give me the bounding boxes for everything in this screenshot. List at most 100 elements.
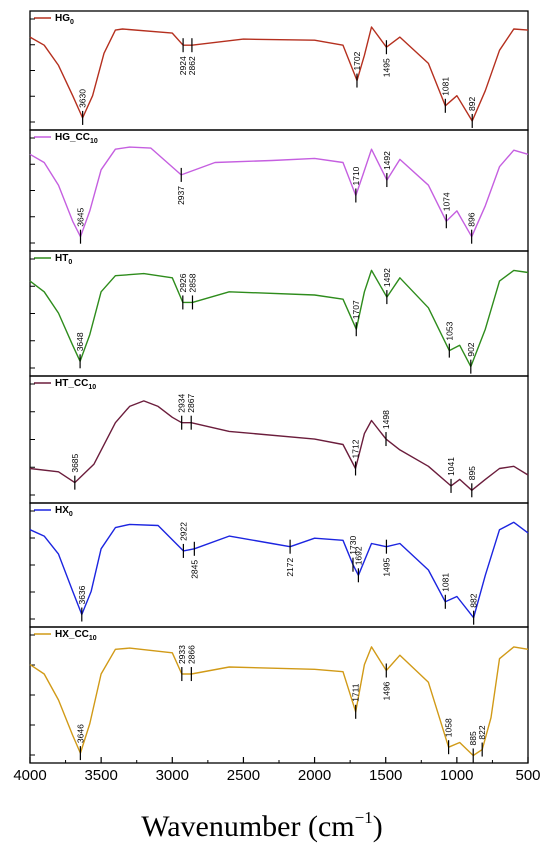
series-line (29, 521, 529, 619)
peak-label: 2937 (176, 186, 186, 205)
peak-label: 1058 (444, 718, 454, 737)
peak-label: 1053 (444, 321, 454, 340)
legend-label-subscript: 10 (90, 138, 98, 145)
peak-label: 1702 (352, 51, 362, 70)
legend-label-subscript: 0 (69, 511, 73, 518)
peak-label: 3630 (78, 89, 88, 108)
peak-label: 2172 (285, 557, 295, 576)
peak-label: 2862 (187, 56, 197, 75)
peak-label: 1081 (440, 77, 450, 96)
peak-label: 896 (467, 212, 477, 226)
legend-label-base: HT_CC (55, 378, 88, 389)
peak-label: 3646 (75, 724, 85, 743)
x-axis-title: Wavenumber (cm−1) (141, 808, 382, 843)
peak-label: 2933 (177, 645, 187, 664)
peak-label: 892 (467, 96, 477, 110)
legend-label: HT0 (55, 253, 72, 266)
legend: HT_CC10 (34, 378, 96, 391)
legend: HT0 (34, 253, 72, 266)
x-tick-label: 4000 (13, 767, 46, 784)
peak-label: 2934 (177, 394, 187, 413)
peak-label: 1498 (381, 410, 391, 429)
legend-label: HT_CC10 (55, 378, 96, 391)
peak-label: 3648 (75, 332, 85, 351)
panel-2: 3645 2937 1710 1492 1074 896 HG_CC10 (29, 129, 529, 252)
peak-label: 2866 (186, 645, 196, 664)
peak-label: 2926 (178, 273, 188, 292)
peak-label: 1041 (446, 457, 456, 476)
x-axis-title-superscript: −1 (355, 808, 373, 827)
peak-label: 1495 (381, 557, 391, 576)
legend-label-subscript: 0 (70, 19, 74, 26)
x-tick-label: 3000 (156, 767, 189, 784)
legend: HG_CC10 (34, 132, 98, 145)
peak-label: 1495 (381, 58, 391, 77)
legend-label-base: HX_CC (55, 629, 89, 640)
panel-frame (29, 502, 529, 628)
legend-label-base: HT (55, 253, 68, 264)
legend-label-subscript: 10 (88, 384, 96, 391)
x-tick-label: 1500 (369, 767, 402, 784)
panel-frame (29, 10, 529, 131)
legend-label-base: HG_CC (55, 132, 90, 143)
peak-label: 885 (468, 731, 478, 745)
peak-label: 1492 (382, 151, 392, 170)
peak-label: 2924 (178, 56, 188, 75)
peak-label: 1081 (440, 573, 450, 592)
peak-label: 1492 (382, 268, 392, 287)
legend-label: HX_CC10 (55, 629, 97, 642)
peak-label: 3636 (77, 585, 87, 604)
panel-frame (29, 626, 529, 764)
panel-frame (29, 129, 529, 252)
x-tick-label: 2500 (227, 767, 260, 784)
panel-3: 3648 2926 2858 1707 1492 1053 902 HT0 (29, 250, 529, 377)
legend-label-subscript: 10 (89, 635, 97, 642)
x-axis-title-close: ) (373, 810, 383, 843)
peak-label: 1710 (351, 166, 361, 185)
x-axis-title-main: Wavenumber (cm (141, 810, 354, 843)
series-line (29, 26, 529, 122)
panel-4: 3685 2934 2867 1712 1498 1041 895 HT_CC10 (29, 375, 529, 504)
series-line (29, 400, 529, 491)
peak-label: 1730 (348, 536, 358, 555)
peak-label: 895 (467, 466, 477, 480)
peak-label: 1712 (351, 439, 361, 458)
x-tick-label: 500 (515, 767, 540, 784)
series-line (29, 269, 529, 368)
x-axis: 4000 3500 3000 2500 2000 1500 1000 500 (13, 757, 541, 784)
legend-label-subscript: 0 (68, 259, 72, 266)
peak-label: 902 (466, 342, 476, 356)
peak-label: 882 (469, 593, 479, 607)
legend-label-base: HX (55, 505, 69, 516)
peak-label: 2922 (178, 522, 188, 541)
peak-label: 2867 (186, 394, 196, 413)
peak-label: 1074 (441, 192, 451, 211)
legend: HX0 (34, 505, 73, 518)
peak-label: 3645 (76, 208, 86, 227)
peak-label: 1496 (381, 681, 391, 700)
peak-label: 2845 (189, 560, 199, 579)
peak-label: 2858 (187, 273, 197, 292)
legend-label: HG_CC10 (55, 132, 98, 145)
peak-label: 3685 (70, 453, 80, 472)
x-tick-label: 1000 (440, 767, 473, 784)
legend: HX_CC10 (34, 629, 97, 642)
legend: HG0 (34, 13, 74, 26)
peak-label: 1707 (351, 300, 361, 319)
legend-label-base: HG (55, 13, 70, 24)
series-line (29, 646, 529, 757)
peak-label: 822 (477, 725, 487, 739)
legend-label: HG0 (55, 13, 74, 26)
series-line (29, 146, 529, 238)
x-tick-label: 3500 (84, 767, 117, 784)
legend-label: HX0 (55, 505, 73, 518)
panel-frame (29, 250, 529, 377)
peak-label: 1711 (351, 683, 361, 702)
x-tick-label: 2000 (298, 767, 331, 784)
peak-label: 1692 (353, 546, 363, 565)
